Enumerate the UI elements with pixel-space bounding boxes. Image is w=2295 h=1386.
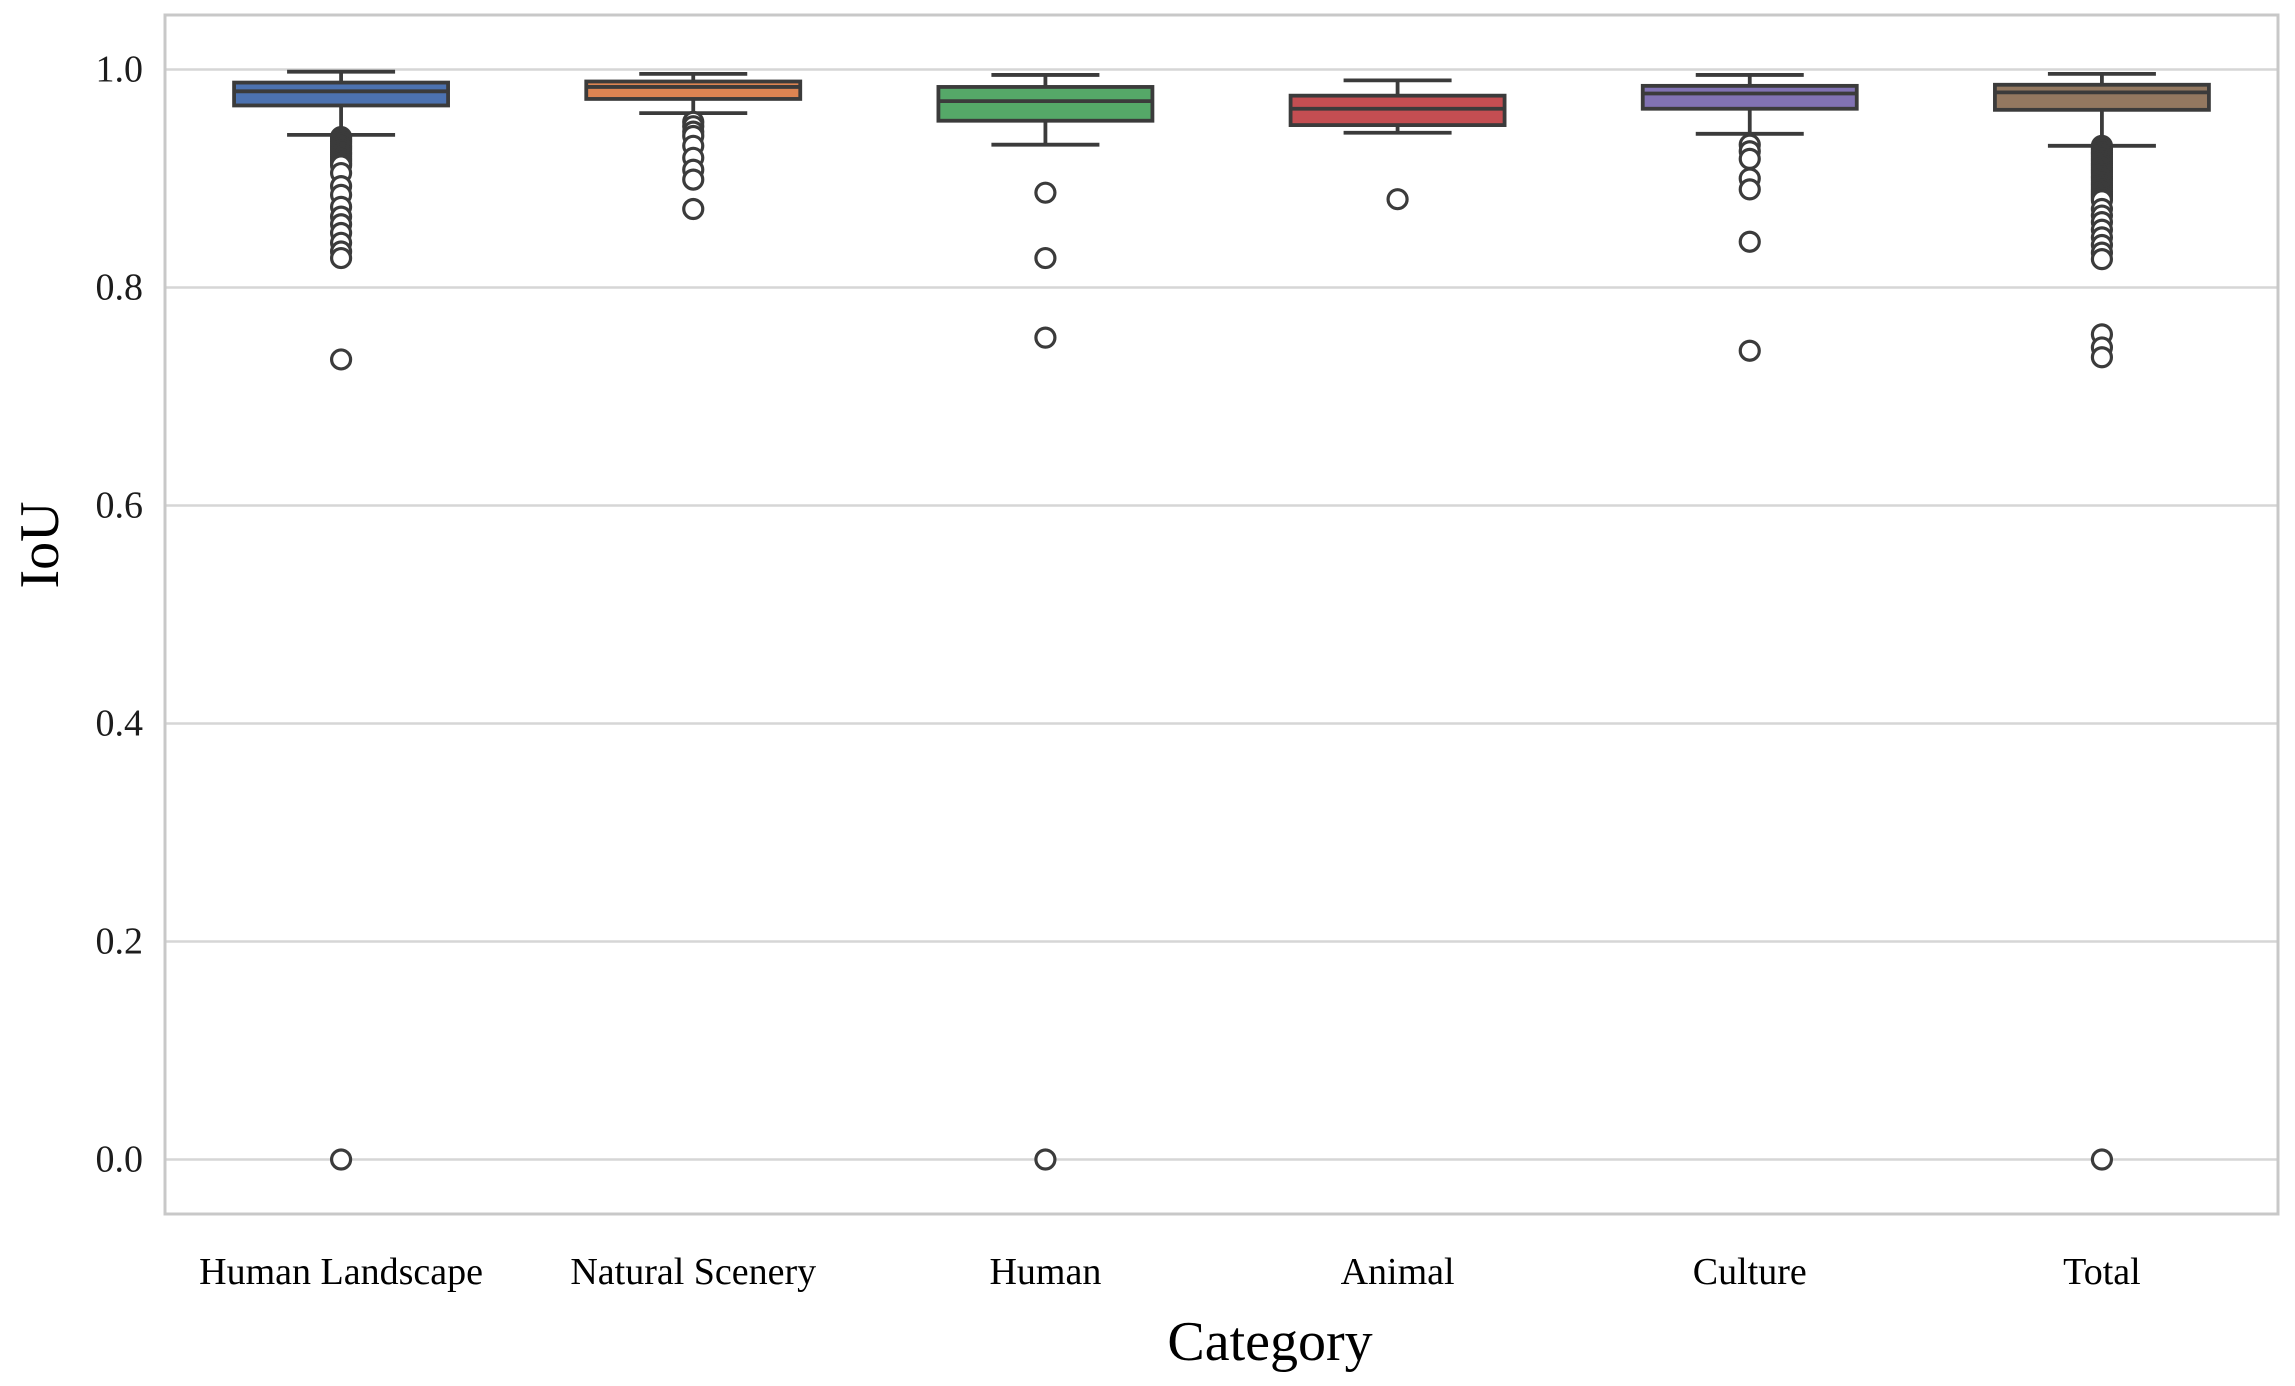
outlier-point: [1386, 188, 1409, 211]
outlier-point: [1034, 246, 1057, 270]
box-culture: [1640, 83, 1859, 111]
outlier-point: [1738, 230, 1761, 253]
box-group-human-landscape: [232, 69, 450, 1171]
box-group-human: [936, 73, 1155, 1171]
outlier-point: [329, 348, 353, 371]
box-group-natural-scenery: [584, 71, 803, 221]
outlier-point: [1034, 1148, 1057, 1171]
y-tick-label-0.4: 0.4: [96, 703, 144, 745]
category-label-total: Total: [2063, 1251, 2141, 1293]
outlier-point: [1034, 326, 1057, 349]
x-axis-title: Category: [1167, 1311, 1373, 1373]
outlier-point: [329, 1148, 353, 1171]
box-group-total: [1993, 71, 2211, 1171]
box-natural-scenery: [584, 79, 803, 101]
category-label-natural-scenery: Natural Scenery: [570, 1251, 816, 1293]
box-human-landscape: [232, 80, 450, 108]
box-human: [936, 85, 1155, 123]
y-tick-label-0.2: 0.2: [96, 921, 144, 963]
category-label-human: Human: [989, 1251, 1101, 1293]
category-label-culture: Culture: [1693, 1251, 1807, 1293]
outlier-point: [682, 197, 705, 221]
outlier-point: [2090, 248, 2114, 271]
y-tick-label-0.8: 0.8: [96, 267, 144, 309]
outlier-point: [1738, 178, 1761, 201]
category-label-human-landscape: Human Landscape: [199, 1251, 483, 1293]
y-tick-label-1.0: 1.0: [96, 49, 144, 91]
y-axis-title: IoU: [9, 501, 71, 589]
box-total: [1993, 82, 2211, 112]
plot-frame: [163, 13, 2280, 1216]
outlier-point: [1738, 339, 1761, 362]
outlier-point: [1738, 147, 1761, 170]
y-tick-label-0.6: 0.6: [96, 485, 144, 527]
outlier-point: [1034, 181, 1057, 204]
outlier-point: [2090, 1148, 2114, 1171]
y-tick-label-0.0: 0.0: [96, 1139, 144, 1181]
box-group-culture: [1640, 73, 1859, 362]
box-group-animal: [1288, 78, 1507, 211]
category-label-animal: Animal: [1341, 1251, 1455, 1293]
outlier-point: [682, 168, 705, 191]
outlier-point: [329, 246, 353, 270]
outlier-point: [2090, 346, 2114, 369]
